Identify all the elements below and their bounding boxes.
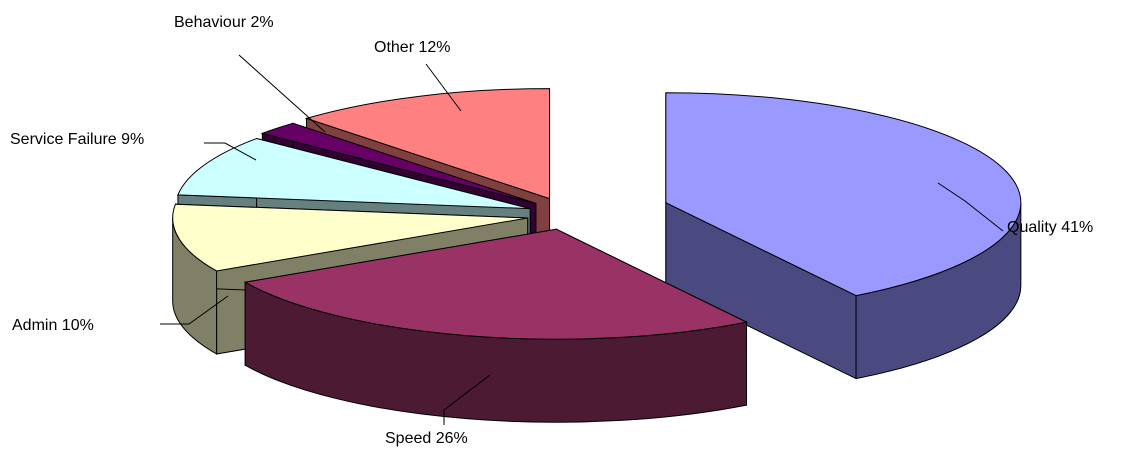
data-label-admin: Admin 10%	[12, 317, 94, 334]
slice-speed	[243, 228, 749, 340]
data-label-other: Other 12%	[374, 39, 450, 56]
leader-line-admin	[160, 295, 229, 325]
leader-line-behaviour	[238, 54, 326, 133]
slice-behaviour	[260, 122, 536, 204]
data-label-behaviour: Behaviour 2%	[174, 14, 274, 31]
leader-line-quality	[937, 182, 1004, 232]
slice-quality	[665, 92, 1022, 297]
data-label-service-failure: Service Failure 9%	[10, 131, 144, 148]
slice-tops	[172, 88, 1022, 340]
leader-line-speed	[443, 374, 491, 425]
slice-admin	[172, 203, 528, 272]
leader-lines	[160, 54, 1004, 425]
data-label-speed: Speed 26%	[385, 430, 468, 447]
data-label-quality: Quality 41%	[1007, 219, 1093, 236]
slice-service-failure	[177, 138, 531, 210]
data-labels: Quality 41% Speed 26% Admin 10% Service Fai…	[10, 14, 1093, 447]
slice-other	[304, 88, 551, 200]
leader-line-service-failure	[204, 142, 257, 161]
leader-line-other	[425, 63, 462, 112]
